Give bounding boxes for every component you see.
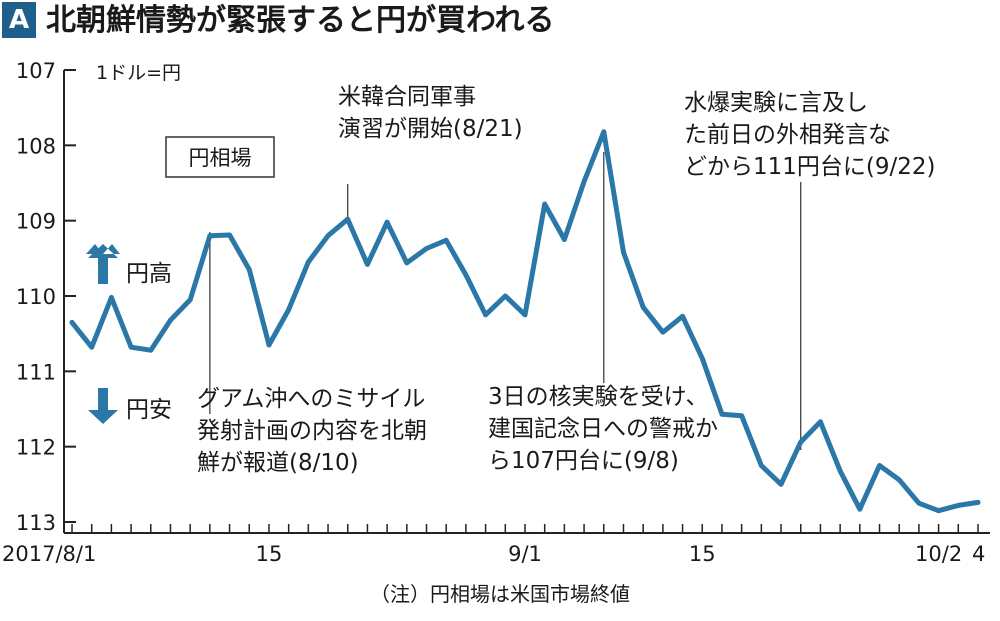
y-tick-label: 108 <box>16 134 56 158</box>
y-tick-label: 111 <box>16 360 56 384</box>
x-tick-label: 15 <box>256 542 283 566</box>
annotations: グアム沖へのミサイル発射計画の内容を北朝鮮が報道(8/10) 米韓合同軍事演習が開… <box>197 84 936 476</box>
x-ticks: 2017/8/1 15 9/1 15 10/2 4 <box>2 524 985 566</box>
annotation-text: 3日の核実験を受け、建国記念日への警戒から107円台に(9/8) <box>488 384 718 474</box>
axes <box>63 70 990 534</box>
data-point <box>207 233 213 239</box>
legend-down: 円安 <box>88 388 172 424</box>
x-tick-label: 2017/8/1 <box>2 542 96 566</box>
chart-title: 北朝鮮情勢が緊張すると円が買われる <box>46 3 555 38</box>
data-point <box>660 329 666 335</box>
data-point <box>581 179 587 184</box>
data-point <box>286 307 292 312</box>
data-point <box>680 313 685 319</box>
x-tick-label: 9/1 <box>508 542 542 566</box>
data-point <box>187 297 193 303</box>
data-point <box>936 508 942 514</box>
annotation-text: 水爆実験に言及した前日の外相発言などから111円台に(9/22) <box>684 90 936 180</box>
chart-header: A 北朝鮮情勢が緊張すると円が買われる <box>0 0 1000 44</box>
data-point <box>739 413 745 419</box>
panel-letter-badge: A <box>2 2 36 38</box>
data-point <box>246 267 252 273</box>
data-point <box>325 233 331 239</box>
data-point <box>621 249 626 255</box>
data-point <box>305 259 311 265</box>
annotation-1: 米韓合同軍事演習が開始(8/21) <box>338 84 523 142</box>
y-ticks: 107 108 109 110 111 112 113 <box>16 59 76 535</box>
data-point <box>89 344 95 350</box>
unit-label: 1ドル=円 <box>96 62 181 84</box>
up-arrow-icon <box>86 244 120 284</box>
data-point <box>719 411 725 417</box>
annotation-leaders <box>209 152 802 450</box>
data-point <box>758 463 764 468</box>
annotation-text: 米韓合同軍事演習が開始(8/21) <box>338 84 523 142</box>
data-point <box>108 295 114 300</box>
data-point <box>640 304 646 310</box>
data-points <box>69 129 981 514</box>
data-point <box>778 481 784 487</box>
data-point <box>227 232 232 238</box>
y-tick-label: 112 <box>16 436 56 460</box>
series-label: 円相場 <box>189 146 252 170</box>
y-tick-label: 107 <box>16 59 56 83</box>
data-point <box>168 317 173 323</box>
data-point <box>857 506 863 512</box>
annotation-3: 水爆実験に言及した前日の外相発言などから111円台に(9/22) <box>684 90 936 180</box>
y-tick-label: 109 <box>16 210 56 234</box>
data-point <box>128 344 134 350</box>
data-point <box>837 468 843 474</box>
data-point <box>266 342 272 348</box>
x-tick-label: 10/2 <box>915 542 962 566</box>
footnote: （注）円相場は米国市場終値 <box>370 582 630 606</box>
annotation-text: グアム沖へのミサイル発射計画の内容を北朝鮮が報道(8/10) <box>197 386 427 476</box>
data-point <box>916 500 922 506</box>
data-point <box>561 237 567 242</box>
data-point <box>502 293 508 299</box>
data-point <box>699 356 705 361</box>
data-point <box>424 246 429 251</box>
data-point <box>404 260 410 266</box>
data-point <box>148 347 154 353</box>
data-point <box>522 312 528 318</box>
legend-up-label: 円高 <box>126 261 172 287</box>
series-label-box: 円相場 <box>165 136 275 178</box>
y-tick-label: 113 <box>16 511 56 535</box>
y-tick-label: 110 <box>16 285 56 309</box>
data-point <box>975 500 981 505</box>
down-arrow-icon <box>88 388 118 424</box>
data-point <box>345 216 351 222</box>
data-point <box>69 319 75 325</box>
x-tick-label: 15 <box>689 542 716 566</box>
data-point <box>818 419 823 425</box>
data-point <box>365 261 370 267</box>
data-point <box>542 201 548 207</box>
data-point <box>463 272 469 278</box>
legend-down-label: 円安 <box>126 397 172 423</box>
data-point <box>877 463 882 468</box>
data-point <box>443 237 449 243</box>
data-point <box>955 503 961 508</box>
data-point <box>384 219 390 225</box>
annotation-0: グアム沖へのミサイル発射計画の内容を北朝鮮が報道(8/10) <box>197 386 427 476</box>
x-tick-label: 4 <box>972 542 985 566</box>
legend-up: 円高 <box>86 244 172 287</box>
data-point <box>798 439 804 445</box>
data-point <box>483 312 489 318</box>
data-point <box>896 477 902 483</box>
data-point <box>601 129 607 135</box>
annotation-2: 3日の核実験を受け、建国記念日への警戒から107円台に(9/8) <box>488 384 718 474</box>
